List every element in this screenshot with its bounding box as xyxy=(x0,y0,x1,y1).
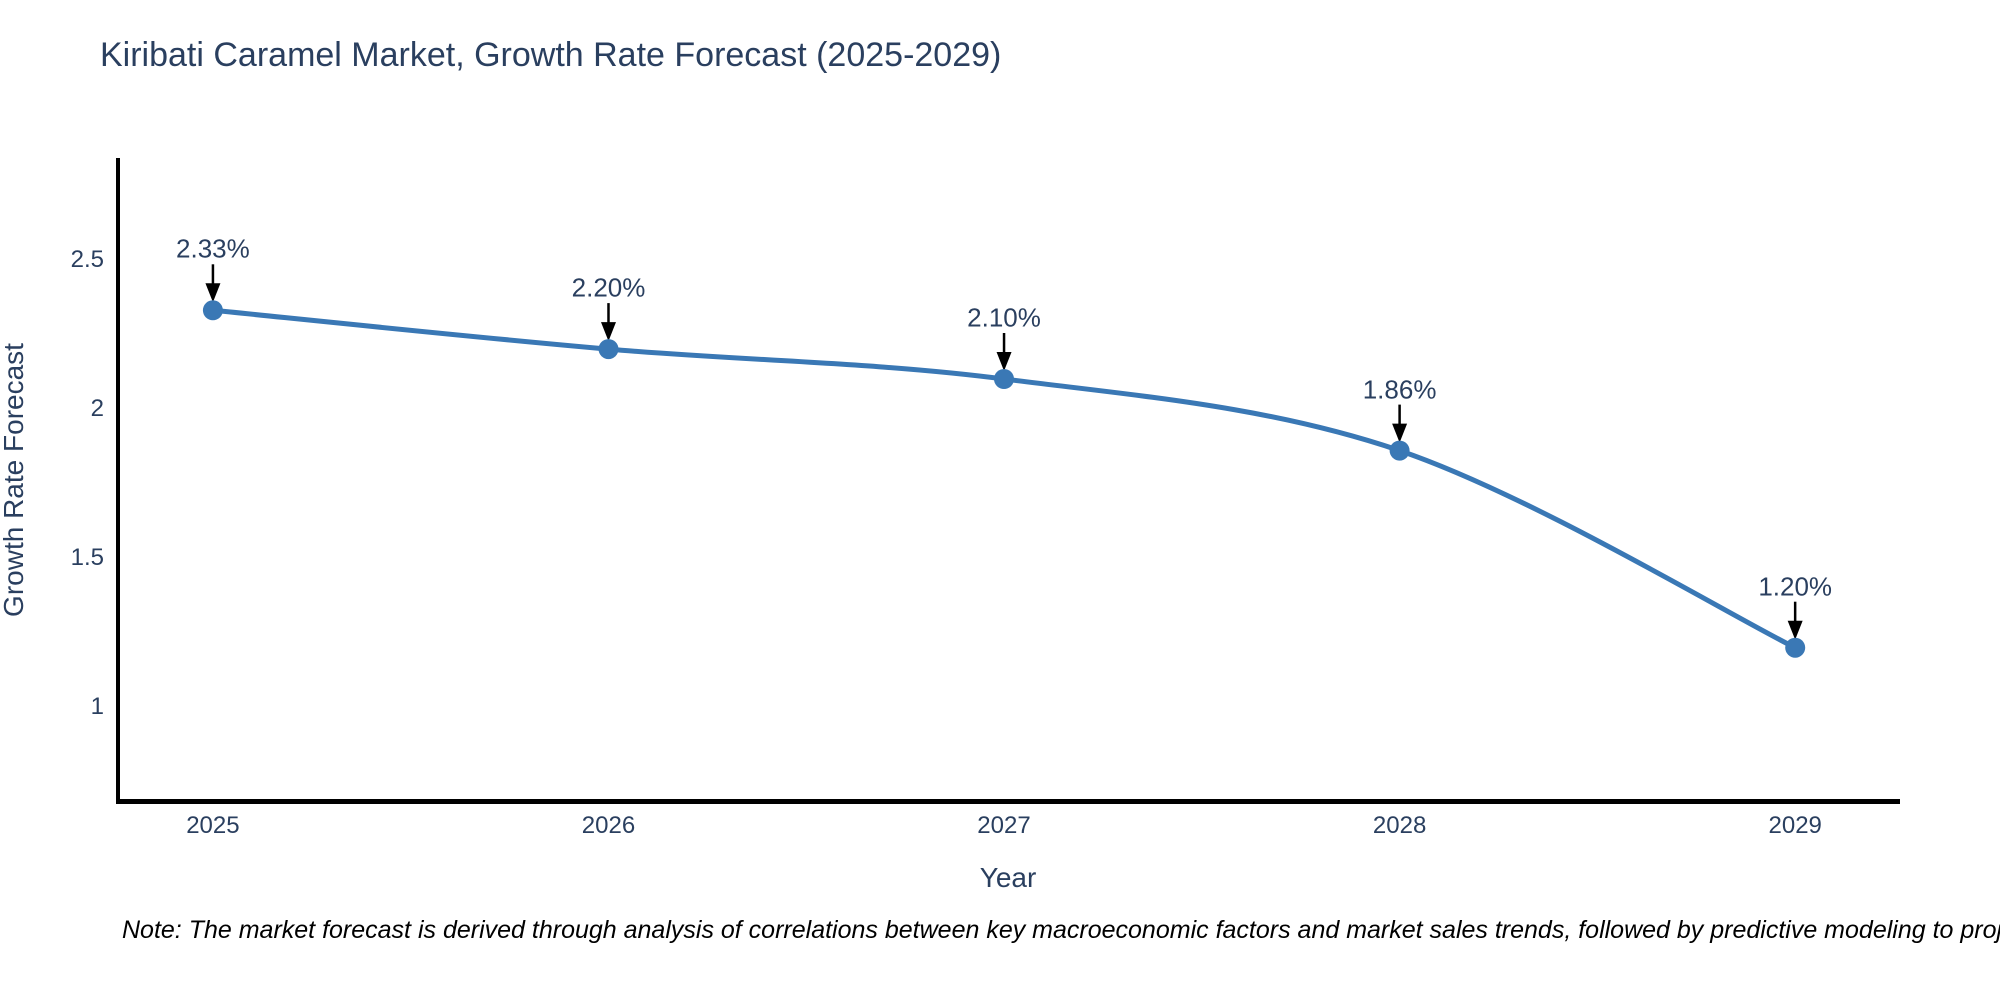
annotation-label-2028: 1.86% xyxy=(1362,374,1437,405)
annotation-arrowhead xyxy=(205,283,221,303)
annotation-arrowhead xyxy=(1787,620,1803,640)
y-axis-spine xyxy=(116,158,120,803)
annotation-arrowhead xyxy=(1392,423,1408,443)
x-tick-label: 2025 xyxy=(186,812,240,839)
x-axis-spine xyxy=(116,799,1900,804)
x-tick-label: 2029 xyxy=(1768,812,1822,839)
x-tick-label: 2027 xyxy=(977,812,1031,839)
footnote: Note: The market forecast is derived thr… xyxy=(122,916,2000,944)
data-point-2025 xyxy=(202,300,223,321)
annotation-label-2026: 2.20% xyxy=(571,272,646,303)
annotation-label-2029: 1.20% xyxy=(1758,571,1833,602)
data-point-2028 xyxy=(1389,440,1410,461)
x-axis-title: Year xyxy=(979,862,1037,893)
data-point-2027 xyxy=(994,369,1014,389)
annotation-arrowhead xyxy=(996,352,1012,371)
y-tick-label: 2 xyxy=(90,394,104,422)
x-tick-label: 2026 xyxy=(581,812,636,839)
y-tick-label: 1.5 xyxy=(70,544,104,572)
x-tick-label: 2028 xyxy=(1372,812,1427,839)
data-point-2029 xyxy=(1785,637,1806,658)
annotation-arrowhead xyxy=(600,322,616,342)
annotation-label-2027: 2.10% xyxy=(967,302,1041,333)
y-tick-label: 1 xyxy=(90,693,104,721)
annotation-label-2025: 2.33% xyxy=(176,233,250,264)
data-point-2026 xyxy=(598,339,619,360)
y-tick-label: 2.5 xyxy=(70,245,104,273)
chart-title: Kiribati Caramel Market, Growth Rate For… xyxy=(100,36,1002,74)
